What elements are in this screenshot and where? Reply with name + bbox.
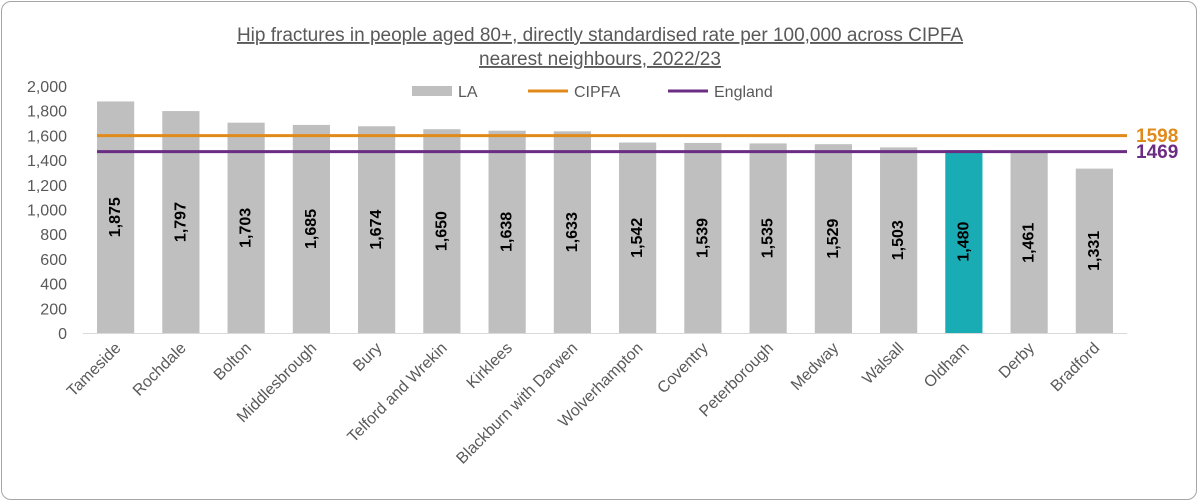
- y-tick-label: 400: [40, 277, 67, 294]
- bar-blackburn-with-darwen: [553, 131, 591, 333]
- bar-value-label: 1,331: [1086, 231, 1103, 271]
- bar-value-label: 1,535: [760, 218, 777, 258]
- category-label: Medway: [788, 340, 842, 394]
- reference-label-england: 1469: [1136, 142, 1178, 163]
- bar-value-label: 1,503: [890, 220, 907, 260]
- bar-peterborough: [749, 143, 787, 333]
- bar-value-label: 1,703: [238, 208, 255, 248]
- bar-tameside: [97, 101, 135, 333]
- y-tick-label: 1,000: [27, 203, 67, 220]
- bar-wolverhampton: [619, 142, 657, 333]
- legend-la-label: LA: [458, 84, 478, 101]
- bar-medway: [814, 144, 852, 333]
- category-label: Rochdale: [130, 340, 190, 400]
- category-label: Bradford: [1048, 340, 1103, 395]
- category-label: Bury: [350, 340, 385, 375]
- bar-value-label: 1,480: [955, 221, 972, 261]
- bar-value-label: 1,542: [629, 218, 646, 258]
- category-label: Tameside: [64, 340, 125, 401]
- bar-value-label: 1,685: [303, 209, 320, 249]
- bar-value-label: 1,797: [172, 202, 189, 242]
- bar-walsall: [880, 147, 918, 333]
- category-label: Derby: [996, 340, 1038, 382]
- bar-telford-and-wrekin: [423, 129, 461, 333]
- y-tick-label: 1,800: [27, 104, 67, 121]
- category-label: Bolton: [211, 340, 255, 384]
- bar-value-label: 1,529: [825, 218, 842, 258]
- bar-bradford: [1075, 168, 1113, 333]
- chart-title-line-2: nearest neighbours, 2022/23: [479, 49, 721, 70]
- category-label: Kirklees: [464, 340, 516, 392]
- bar-value-label: 1,461: [1021, 223, 1038, 263]
- bar-rochdale: [162, 111, 200, 334]
- y-axis: 0 200 400 600 800 1,000 1,200 1,400 1,600 1,800 2,…: [27, 79, 67, 343]
- legend-england-label: England: [714, 84, 773, 101]
- bar-value-label: 1,650: [433, 211, 450, 251]
- bars: 1,875 1,797 1,703 1,685 1,674 1,650 1,638 1,633…: [97, 101, 1113, 334]
- y-tick-label: 800: [40, 227, 67, 244]
- category-label: Walsall: [859, 340, 907, 388]
- legend-cipfa-label: CIPFA: [574, 84, 621, 101]
- y-tick-label: 1,600: [27, 128, 67, 145]
- category-label: Coventry: [654, 340, 711, 397]
- bar-coventry: [684, 142, 722, 333]
- y-tick-label: 600: [40, 252, 67, 269]
- legend: LA CIPFA England: [412, 84, 773, 101]
- bar-value-label: 1,633: [564, 212, 581, 252]
- y-tick-label: 200: [40, 301, 67, 318]
- bar-middlesbrough: [292, 124, 330, 333]
- y-tick-label: 1,200: [27, 178, 67, 195]
- bar-derby: [1010, 152, 1048, 333]
- bar-bolton: [227, 122, 265, 333]
- legend-la-swatch: [412, 86, 452, 96]
- bar-bury: [358, 126, 396, 333]
- category-label: Blackburn with Darwen: [453, 340, 581, 468]
- bar-value-label: 1,638: [499, 212, 516, 252]
- category-label: Oldham: [921, 340, 973, 392]
- bar-kirklees: [488, 130, 526, 333]
- y-tick-label: 0: [58, 326, 67, 343]
- bar-value-label: 1,539: [694, 218, 711, 258]
- bar-oldham: [945, 150, 983, 333]
- y-tick-label: 2,000: [27, 79, 67, 96]
- y-tick-label: 1,400: [27, 153, 67, 170]
- reference-label-cipfa: 1598: [1136, 126, 1178, 147]
- bar-value-label: 1,674: [368, 210, 385, 250]
- bar-value-label: 1,875: [107, 197, 124, 237]
- chart-title-line-1: Hip fractures in people aged 80+, direct…: [237, 25, 963, 46]
